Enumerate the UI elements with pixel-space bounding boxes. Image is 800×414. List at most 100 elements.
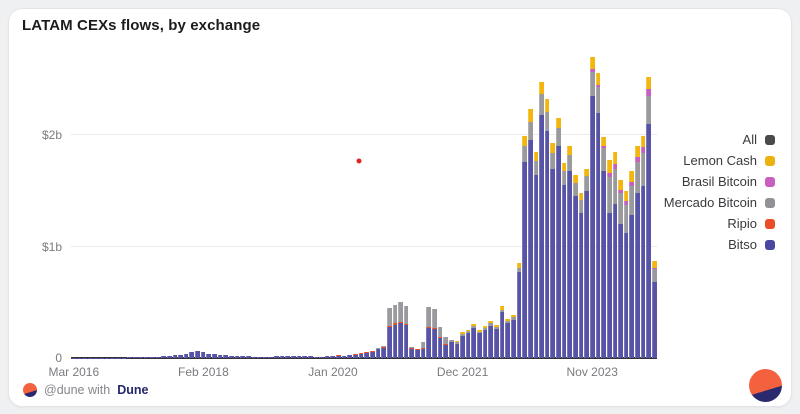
legend-item-brasil-bitcoin[interactable]: Brasil Bitcoin [615,171,775,192]
bar[interactable] [155,356,161,358]
bar[interactable] [144,357,149,358]
bar[interactable] [415,348,420,358]
legend-item-ripio[interactable]: Ripio [615,213,775,234]
bar[interactable] [183,353,189,358]
bar[interactable] [217,354,223,358]
bar[interactable] [635,146,640,358]
bar[interactable] [330,355,336,358]
bar[interactable] [437,327,443,358]
bar[interactable] [381,346,386,358]
bar[interactable] [206,353,212,358]
legend-item-bitso[interactable]: Bitso [615,234,775,255]
bar[interactable] [268,356,274,358]
bar[interactable] [550,142,556,358]
bar[interactable] [161,356,166,358]
bar[interactable] [556,118,561,358]
bar[interactable] [426,306,431,358]
bar[interactable] [172,355,178,358]
bar[interactable] [432,308,437,358]
bar[interactable] [420,341,426,358]
bar[interactable] [465,329,471,358]
bar[interactable] [353,354,358,358]
bar[interactable] [651,261,657,358]
bar[interactable] [296,355,302,358]
bar[interactable] [274,356,279,358]
bar[interactable] [584,168,589,358]
bar[interactable] [307,356,313,358]
bar[interactable] [494,324,499,358]
bar[interactable] [640,136,646,358]
bar[interactable] [539,81,544,358]
bar[interactable] [313,356,319,358]
bar[interactable] [228,355,234,358]
bar[interactable] [166,356,172,358]
bar[interactable] [477,330,482,358]
bar[interactable] [578,193,584,358]
bar[interactable] [234,356,240,358]
bar[interactable] [499,306,505,358]
bar[interactable] [358,353,364,358]
bar[interactable] [133,357,138,358]
bar[interactable] [138,357,144,358]
bar[interactable] [375,348,381,358]
bar[interactable] [646,77,651,358]
bar[interactable] [522,136,527,358]
bar[interactable] [409,347,415,358]
bar[interactable] [403,306,409,358]
bar[interactable] [386,308,392,358]
bar[interactable] [595,72,601,358]
bar[interactable] [589,57,595,358]
bar[interactable] [341,355,347,358]
bar[interactable] [149,357,155,358]
bar[interactable] [178,354,183,358]
bar[interactable] [488,321,494,358]
bar[interactable] [510,314,516,358]
bar[interactable] [336,355,341,358]
bar[interactable] [240,356,245,358]
bar[interactable] [347,354,353,358]
bar[interactable] [364,351,369,358]
legend-item-mercado-bitcoin[interactable]: Mercado Bitcoin [615,192,775,213]
bar[interactable] [392,304,398,358]
bar[interactable] [212,354,217,358]
bar[interactable] [629,170,635,358]
bar[interactable] [505,319,510,358]
dune-logo-icon[interactable] [749,369,782,402]
bar[interactable] [471,324,477,358]
bar[interactable] [623,190,629,358]
bar[interactable] [398,302,403,358]
bar[interactable] [251,356,257,358]
bar[interactable] [127,357,133,358]
bar[interactable] [262,356,268,358]
bar[interactable] [573,175,578,358]
bar[interactable] [369,350,375,358]
bar[interactable] [618,179,623,358]
bar[interactable] [544,99,550,358]
bar[interactable] [448,339,454,358]
bar[interactable] [527,109,533,358]
bar[interactable] [561,162,567,358]
bar[interactable] [223,355,228,358]
bar[interactable] [612,151,618,358]
plot-area[interactable]: Mar 2016 Feb 2018 Jan 2020 Dec 2021 Nov 2023… [42,37,657,379]
bar[interactable] [601,137,606,358]
bar[interactable] [302,356,307,358]
bar[interactable] [195,350,200,358]
bar[interactable] [533,151,539,358]
bar[interactable] [285,355,290,358]
bar[interactable] [606,159,612,358]
bar[interactable] [319,356,324,358]
bar[interactable] [279,356,285,358]
bar[interactable] [257,356,262,358]
dune-brand-link[interactable]: Dune [117,383,149,397]
bar[interactable] [245,356,251,358]
bar[interactable] [482,326,488,358]
bar[interactable] [200,352,206,358]
legend-item-all[interactable]: All [615,129,775,150]
bar[interactable] [189,352,195,358]
bar[interactable] [567,146,573,358]
bar[interactable] [324,356,330,358]
bar[interactable] [290,355,296,358]
bar[interactable] [443,337,448,358]
legend-item-lemon-cash[interactable]: Lemon Cash [615,150,775,171]
